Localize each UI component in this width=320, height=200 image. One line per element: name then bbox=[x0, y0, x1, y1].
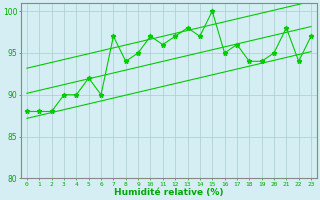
X-axis label: Humidité relative (%): Humidité relative (%) bbox=[114, 188, 224, 197]
